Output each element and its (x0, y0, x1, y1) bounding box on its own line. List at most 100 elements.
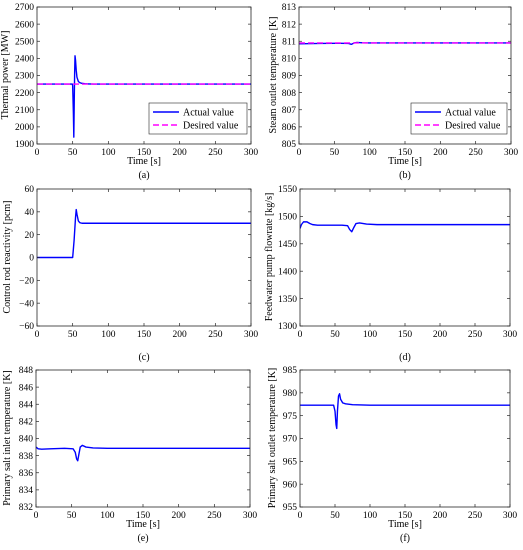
panel-a-x-tick-label: 100 (101, 148, 116, 158)
panel-f-y-tick-label: 960 (283, 480, 298, 490)
panel-e-y-tick-label: 846 (19, 383, 34, 393)
panel-c-x-tick-label: 0 (35, 330, 40, 340)
panel-c-x-tick-label: 200 (173, 330, 188, 340)
panel-b-x-tick-label: 300 (504, 148, 519, 158)
panel-f-x-tick-label: 150 (398, 511, 413, 521)
panel-c-y-tick-label: −40 (19, 299, 34, 309)
panel-f-y-tick-label: 975 (283, 412, 298, 422)
panel-d-y-tick-label: 1550 (278, 185, 297, 195)
panel-f-plot: 0 50 100 150 200 250 300 955 960 965 970 975 980 985 (283, 366, 518, 521)
panel-c: 0 50 100 150 200 250 300 −60 −40 −20 0 20 40 60 Contr… (2, 185, 258, 363)
panel-b-legend-label-1: Actual value (445, 108, 496, 119)
panel-c-series-1-line (37, 208, 251, 259)
panel-f-x-tick-label: 0 (298, 511, 303, 521)
panel-d-x-tick-label: 150 (398, 330, 413, 340)
panel-a-xlabel: Time [s] (127, 156, 161, 167)
panel-c-y-tick-label: −60 (19, 322, 34, 332)
panel-f-ylabel: Primary salt outlet temperature [K] (267, 368, 278, 509)
panel-d-x-tick-label: 250 (468, 330, 483, 340)
panel-f-y-tick-label: 980 (283, 389, 298, 399)
panel-e-y-tick-label: 834 (19, 486, 34, 496)
panel-e-x-tick-label: 0 (34, 511, 39, 521)
panel-b-y-tick-label: 813 (282, 3, 297, 13)
panel-a-y-tick-label: 2500 (15, 37, 34, 47)
panel-a-ylabel: Thermal power [MW] (0, 31, 11, 120)
panel-c-x-tick-label: 50 (68, 330, 78, 340)
panel-e-y-tick-label: 840 (19, 435, 34, 445)
panel-b-x-tick-label: 250 (469, 148, 484, 158)
panel-b-xlabel: Time [s] (388, 156, 422, 167)
panel-d-y-tick-label: 1500 (278, 213, 297, 223)
panel-e-caption: (e) (137, 533, 148, 544)
panel-f-series-1-line (300, 393, 510, 430)
panel-c-x-tick-label: 250 (208, 330, 223, 340)
panel-a-y-tick-label: 2700 (15, 3, 34, 13)
panel-d-x-tick-label: 100 (363, 330, 378, 340)
panel-a-series-1-line (37, 55, 251, 138)
panel-c-y-tick-label: −20 (19, 277, 34, 287)
panel-f-y-tick-label: 970 (283, 435, 298, 445)
panel-e-y-tick-label: 848 (19, 366, 34, 376)
panel-b-legend-label-2: Desired value (445, 121, 501, 132)
panel-b-y-tick-label: 811 (282, 37, 296, 47)
panel-f-y-tick-label: 985 (283, 366, 298, 376)
panel-c-y-tick-label: 40 (25, 208, 35, 218)
panel-a-x-tick-label: 50 (68, 148, 78, 158)
panel-f: 0 50 100 150 200 250 300955960965970975980985 … (267, 366, 517, 544)
panel-f-x-tick-label: 250 (468, 511, 483, 521)
panel-f-xlabel: Time [s] (388, 519, 422, 530)
panel-e-y-tick-label: 844 (19, 400, 34, 410)
panel-b-x-tick-label: 50 (330, 148, 340, 158)
panel-b-x-tick-label: 150 (398, 148, 413, 158)
panel-c-y-tick-label: 0 (29, 254, 34, 264)
panel-a-x-tick-label: 300 (244, 148, 259, 158)
panel-e: 0 50 100 150 200 250 300 832 834 836 838 840 842 844 8… (2, 366, 257, 544)
panel-b: 0 50 100 150 200 250 300 805 806 807 808 809 810 811 8… (268, 3, 518, 181)
panel-b-caption: (b) (399, 170, 411, 181)
panel-e-x-tick-label: 50 (67, 511, 77, 521)
panel-b-x-tick-label: 200 (433, 148, 448, 158)
panel-b-ylabel: Steam outlet temperature [K] (268, 17, 279, 134)
panel-f-y-tick-label: 955 (283, 503, 298, 513)
panel-d-y-tick-label: 1400 (278, 267, 297, 277)
panel-e-y-tick-label: 842 (19, 418, 34, 428)
panel-a-y-tick-label: 2600 (15, 20, 34, 30)
panel-c-caption: (c) (138, 352, 149, 363)
panel-b-plot: 0 50 100 150 200 250 300 805 806 807 808 809 810 811 8… (282, 3, 519, 158)
panel-a-y-tick-label: 2000 (15, 123, 34, 133)
panel-e-x-tick-label: 250 (207, 511, 222, 521)
panel-b-y-tick-label: 805 (282, 140, 297, 150)
panel-b-y-tick-label: 808 (282, 89, 297, 99)
panel-f-y-tick-label: 965 (283, 458, 298, 468)
panel-e-x-tick-label: 300 (243, 511, 258, 521)
panel-a-y-tick-label: 1900 (15, 140, 34, 150)
panel-e-y-tick-label: 832 (19, 503, 34, 513)
panel-b-y-tick-label: 807 (282, 106, 297, 116)
panel-d-y-tick-label: 1300 (278, 322, 297, 332)
panel-e-plot: 0 50 100 150 200 250 300 832 834 836 838 840 842 844 8… (19, 366, 258, 521)
panel-b-legend-box (410, 102, 508, 135)
panel-a-y-tick-label: 2400 (15, 55, 34, 65)
panel-a-plot: 0 50 100 150 200 250 300 1900 2000 2100 2200 2300 24… (15, 3, 258, 158)
panel-d-x-tick-label: 200 (433, 330, 448, 340)
panel-b-y-tick-label: 809 (282, 72, 297, 82)
panel-e-x-tick-label: 200 (172, 511, 187, 521)
panel-d-x-tick-label: 300 (503, 330, 518, 340)
panel-b-x-tick-label: 100 (363, 148, 378, 158)
panel-f-x-tick-label: 200 (433, 511, 448, 521)
panel-e-ylabel: Primary salt inlet temperature [K] (2, 370, 13, 506)
panel-a-legend-label-1: Actual value (183, 108, 234, 119)
panel-a-legend-label-2: Desired value (183, 121, 239, 132)
panel-f-x-tick-label: 50 (330, 511, 340, 521)
panel-f-x-tick-label: 100 (363, 511, 378, 521)
panel-a-y-tick-label: 2300 (15, 72, 34, 82)
panel-d-y-tick-label: 1450 (278, 240, 297, 250)
panel-d-x-tick-label: 50 (330, 330, 340, 340)
panel-f-x-tick-label: 300 (503, 511, 518, 521)
panel-e-y-tick-label: 836 (19, 469, 34, 479)
panel-b-y-tick-label: 810 (282, 55, 297, 65)
panel-e-xlabel: Time [s] (126, 519, 160, 530)
panel-f-caption: (f) (400, 533, 410, 544)
